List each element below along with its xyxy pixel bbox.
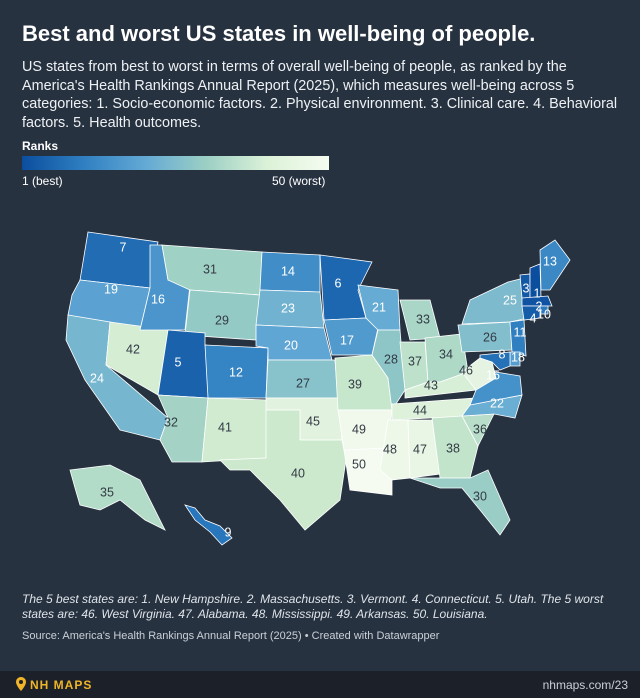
- rank-label-wy: 29: [215, 313, 229, 327]
- rank-label-id: 16: [151, 292, 165, 306]
- footer-bar: NH MAPS nhmaps.com/23: [0, 671, 640, 698]
- rank-label-ia: 17: [340, 333, 354, 347]
- rank-label-mn: 6: [335, 276, 342, 290]
- brand-url[interactable]: nhmaps.com/23: [542, 678, 628, 692]
- legend-max-label: 50 (worst): [272, 174, 326, 188]
- rank-label-ca: 24: [90, 371, 104, 385]
- state-ak[interactable]: [69, 464, 166, 531]
- rank-label-sc: 36: [473, 422, 487, 436]
- rank-label-wv: 46: [459, 363, 473, 377]
- rank-label-nj: 11: [514, 325, 527, 339]
- rank-label-nc: 22: [490, 396, 504, 410]
- brand-logo-text: NH MAPS: [30, 678, 93, 692]
- state-hi[interactable]: [184, 504, 233, 546]
- rank-label-ga: 38: [446, 441, 460, 455]
- legend-gradient-bar: [22, 156, 329, 170]
- rank-label-mo: 39: [348, 377, 362, 391]
- rank-label-wa: 7: [120, 240, 127, 254]
- rank-label-pa: 26: [483, 330, 497, 344]
- state-ma[interactable]: [521, 295, 553, 307]
- rank-label-ky: 43: [424, 378, 438, 392]
- rank-label-de: 18: [511, 350, 525, 364]
- rank-label-hi: 9: [225, 525, 232, 539]
- rank-label-ms: 48: [383, 442, 397, 456]
- rank-label-nm: 41: [218, 420, 232, 434]
- footnote: The 5 best states are: 1. New Hampshire.…: [22, 592, 604, 621]
- rank-label-fl: 30: [473, 489, 487, 503]
- rank-label-ri: 10: [537, 307, 551, 321]
- rank-label-nv: 42: [126, 342, 140, 356]
- rank-label-co: 12: [229, 365, 243, 379]
- state-nm[interactable]: [201, 397, 269, 463]
- state-ny[interactable]: [461, 277, 529, 325]
- rank-label-vt: 3: [523, 281, 530, 295]
- state-ms[interactable]: [379, 419, 411, 481]
- state-me[interactable]: [539, 239, 571, 291]
- rank-label-nh: 1: [534, 286, 541, 300]
- rank-label-ny: 25: [503, 293, 517, 307]
- rank-label-va: 15: [486, 368, 500, 382]
- state-wv[interactable]: [461, 357, 497, 391]
- rank-label-md: 8: [499, 347, 506, 361]
- rank-label-oh: 34: [439, 347, 453, 361]
- state-tx[interactable]: [219, 409, 347, 531]
- state-md[interactable]: [479, 351, 511, 371]
- rank-label-ar: 49: [352, 422, 366, 436]
- rank-label-ok: 45: [306, 414, 320, 428]
- rank-label-mi: 33: [416, 312, 430, 326]
- state-ut[interactable]: [157, 329, 213, 399]
- rank-label-il: 28: [384, 352, 398, 366]
- rank-label-ct: 4: [530, 311, 537, 325]
- rank-label-wi: 21: [372, 300, 386, 314]
- rank-label-in: 37: [408, 354, 422, 368]
- rank-label-ks: 27: [296, 376, 310, 390]
- rank-label-sd: 23: [281, 301, 295, 315]
- chart-subtitle: US states from best to worst in terms of…: [22, 59, 618, 131]
- rank-label-tn: 44: [413, 403, 427, 417]
- rank-label-ak: 35: [100, 485, 114, 499]
- state-ct[interactable]: [521, 305, 541, 321]
- rank-label-mt: 31: [203, 262, 217, 276]
- legend-min-label: 1 (best): [22, 174, 63, 188]
- rank-label-az: 32: [164, 415, 178, 429]
- chart-title: Best and worst US states in well-being o…: [22, 21, 536, 46]
- rank-label-or: 19: [104, 282, 118, 296]
- rank-label-me: 13: [543, 254, 557, 268]
- state-ga[interactable]: [431, 415, 479, 479]
- map-pin-icon: [16, 677, 26, 691]
- source-credit: Source: America's Health Rankings Annual…: [22, 630, 440, 642]
- state-fl[interactable]: [409, 469, 511, 536]
- rank-label-tx: 40: [291, 466, 305, 480]
- rank-label-ut: 5: [175, 355, 182, 369]
- legend-title: Ranks: [22, 139, 59, 153]
- rank-label-la: 50: [352, 457, 366, 471]
- state-mn[interactable]: [319, 254, 373, 321]
- rank-label-ma: 2: [536, 299, 543, 313]
- rank-label-nd: 14: [281, 264, 295, 278]
- rank-label-al: 47: [413, 442, 427, 456]
- rank-label-ne: 20: [284, 338, 298, 352]
- state-nj[interactable]: [509, 319, 527, 357]
